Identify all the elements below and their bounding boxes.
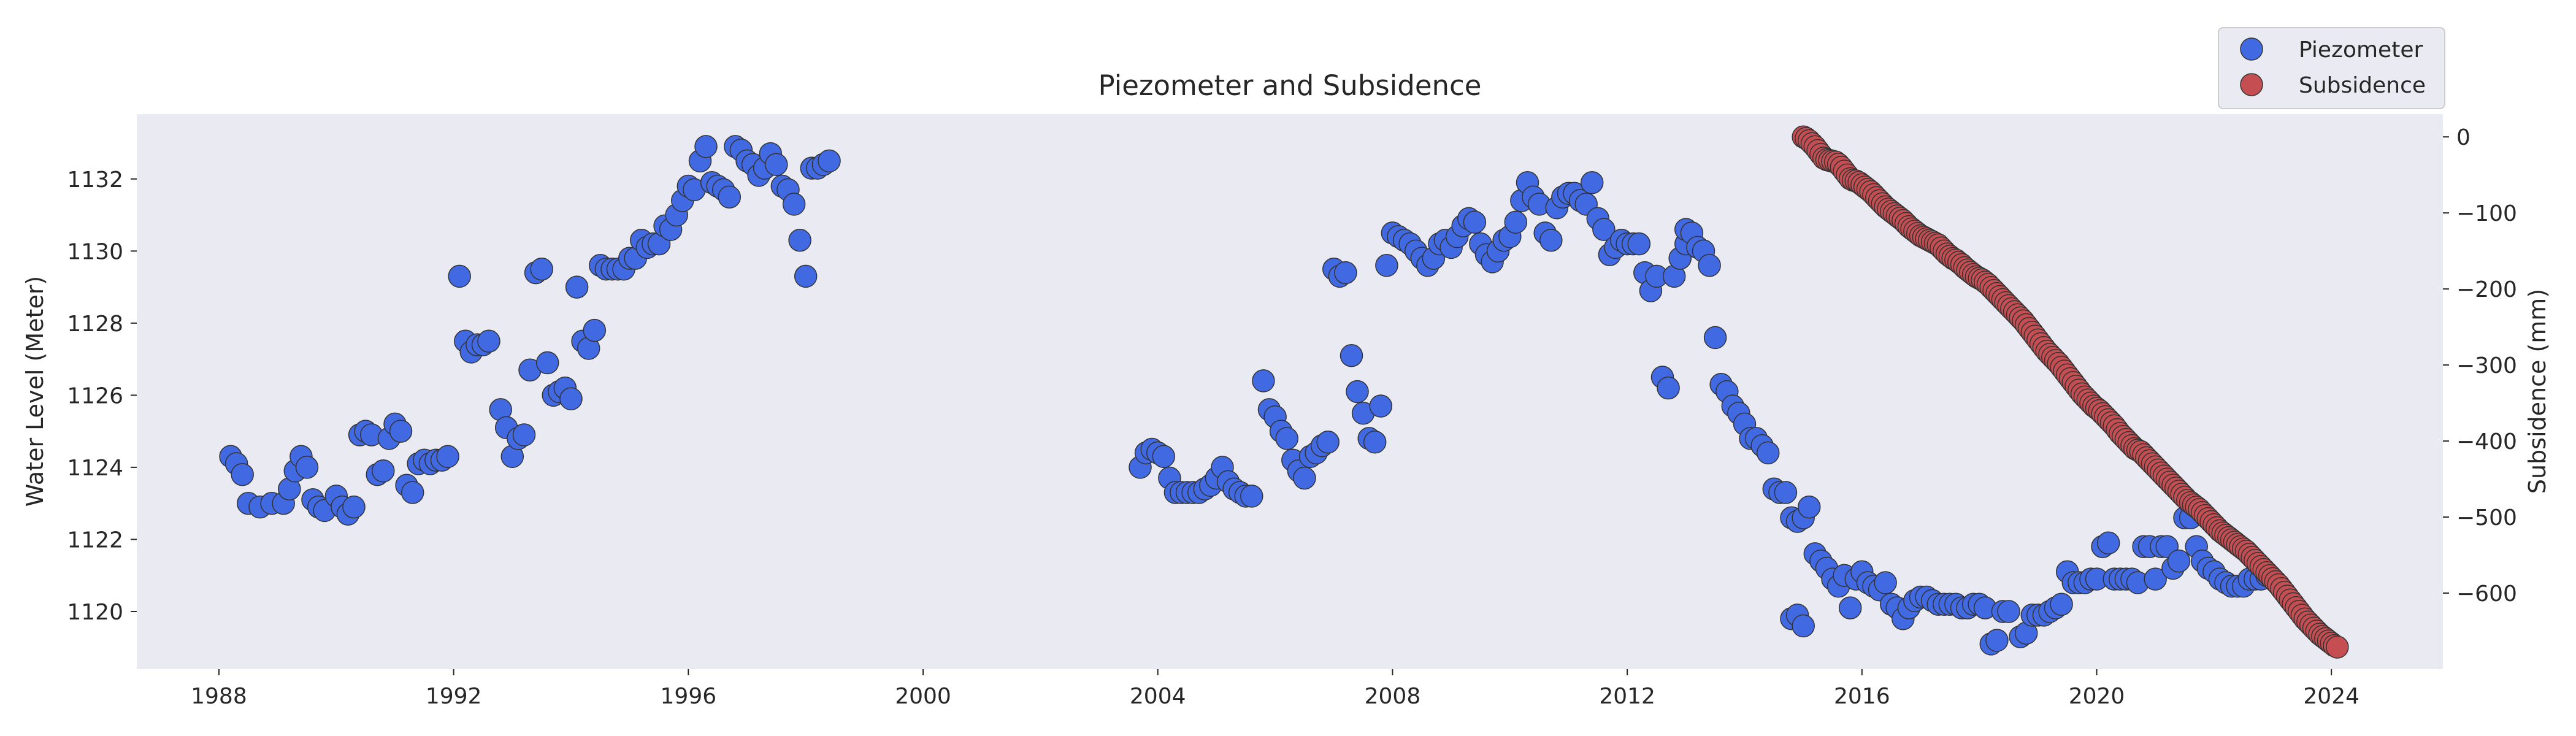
- y-left-tick-label: 1126: [67, 383, 123, 408]
- piezometer-point: [1774, 481, 1798, 504]
- piezometer-point: [436, 445, 459, 469]
- y-axis-ticks-left: 1120 1122 1124 1126 1128 1130 1132: [67, 167, 137, 625]
- legend-box: [2218, 27, 2445, 109]
- piezometer-point: [1797, 495, 1821, 519]
- y-right-tick-label: 0: [2456, 125, 2471, 150]
- piezometer-point: [1874, 571, 1897, 594]
- x-tick-label: 2012: [1599, 684, 1655, 709]
- y-axis-label-left: Water Level (Meter): [21, 276, 48, 507]
- piezometer-point: [1334, 261, 1357, 285]
- piezometer-point: [788, 228, 811, 252]
- piezometer-point: [342, 495, 366, 519]
- y-right-tick-label: −500: [2456, 505, 2517, 531]
- y-right-tick-label: −400: [2456, 429, 2517, 454]
- y-axis-label-right: Subsidence (mm): [2524, 289, 2551, 494]
- legend-label-subsidence: Subsidence: [2299, 73, 2426, 98]
- piezometer-point: [1316, 431, 1340, 454]
- y-left-tick-label: 1122: [67, 527, 123, 553]
- piezometer-point: [1340, 343, 1363, 367]
- y-right-tick-label: −300: [2456, 353, 2517, 378]
- piezometer-point: [1838, 596, 1862, 619]
- piezometer-point: [1369, 394, 1393, 418]
- x-axis-ticks: 1988 1992 1996 2000 2004 2008 2012 2016 2020 2024: [191, 669, 2359, 709]
- piezometer-point: [295, 456, 319, 479]
- piezometer-point: [389, 420, 413, 443]
- piezometer-point: [1997, 600, 2020, 623]
- piezometer-point: [530, 257, 553, 281]
- piezometer-point: [782, 193, 806, 216]
- piezometer-point: [231, 462, 254, 486]
- piezometer-point: [512, 423, 536, 447]
- chart-title: Piezometer and Subsidence: [1098, 69, 1482, 102]
- y-axis-ticks-right: 0 −100 −200 −300 −400 −500 −600: [2443, 125, 2517, 607]
- piezometer-point: [794, 264, 818, 288]
- y-right-tick-label: −200: [2456, 277, 2517, 302]
- y-left-tick-label: 1124: [67, 456, 123, 481]
- piezometer-point: [1698, 254, 1721, 277]
- piezometer-point: [1985, 629, 2009, 652]
- piezometer-point: [401, 481, 424, 504]
- piezometer-point: [1346, 380, 1369, 404]
- piezometer-point: [718, 185, 742, 209]
- series-subsidence: [1792, 125, 2349, 659]
- piezometer-point: [1657, 376, 1680, 400]
- piezometer-point: [2144, 567, 2167, 591]
- legend: Piezometer Subsidence: [2218, 27, 2445, 109]
- piezometer-point: [1592, 218, 1616, 241]
- piezometer-point: [372, 459, 395, 483]
- x-tick-label: 2008: [1365, 684, 1421, 709]
- x-tick-label: 1988: [191, 684, 247, 709]
- piezometer-point: [448, 264, 471, 288]
- piezometer-point: [1252, 369, 1275, 393]
- piezometer-point: [1703, 326, 1727, 350]
- piezometer-point: [535, 351, 559, 375]
- piezometer-point: [1580, 171, 1604, 194]
- series-piezometer: [219, 135, 2279, 656]
- x-tick-label: 2016: [1834, 684, 1890, 709]
- legend-marker-subsidence: [2240, 73, 2263, 96]
- y-left-tick-label: 1132: [67, 167, 123, 193]
- x-tick-label: 2004: [1130, 684, 1186, 709]
- piezometer-point: [1240, 485, 1263, 508]
- x-tick-label: 1992: [426, 684, 482, 709]
- x-tick-label: 1996: [661, 684, 717, 709]
- piezometer-point: [1627, 232, 1651, 256]
- piezometer-point: [583, 318, 607, 342]
- piezometer-point: [477, 329, 500, 353]
- piezometer-point: [818, 149, 841, 173]
- piezometer-point: [1463, 210, 1487, 234]
- piezometer-point: [1293, 466, 1316, 490]
- piezometer-point: [1756, 441, 1780, 465]
- subsidence-point: [2326, 635, 2349, 659]
- y-left-tick-label: 1128: [67, 312, 123, 337]
- y-right-tick-label: −100: [2456, 201, 2517, 226]
- piezometer-point: [1275, 427, 1298, 450]
- piezometer-point: [559, 387, 583, 411]
- piezometer-point: [565, 275, 589, 299]
- piezometer-point: [1363, 431, 1387, 454]
- piezometer-point: [2050, 592, 2073, 616]
- legend-marker-piezometer: [2240, 37, 2263, 61]
- piezometer-point: [1792, 614, 1815, 638]
- y-left-tick-label: 1120: [67, 600, 123, 625]
- piezometer-point: [1539, 228, 1563, 252]
- x-tick-label: 2000: [895, 684, 951, 709]
- y-right-tick-label: −600: [2456, 581, 2517, 607]
- piezometer-point: [1375, 254, 1398, 277]
- piezometer-point: [765, 153, 788, 177]
- piezometer-point: [1504, 210, 1528, 234]
- y-left-tick-label: 1130: [67, 239, 123, 264]
- piezometer-point: [1152, 445, 1176, 469]
- piezometer-point: [694, 135, 718, 158]
- x-tick-label: 2020: [2069, 684, 2125, 709]
- legend-label-piezometer: Piezometer: [2299, 37, 2423, 63]
- x-tick-label: 2024: [2303, 684, 2359, 709]
- piezometer-point: [2096, 531, 2120, 555]
- piezometer-point: [2167, 549, 2191, 573]
